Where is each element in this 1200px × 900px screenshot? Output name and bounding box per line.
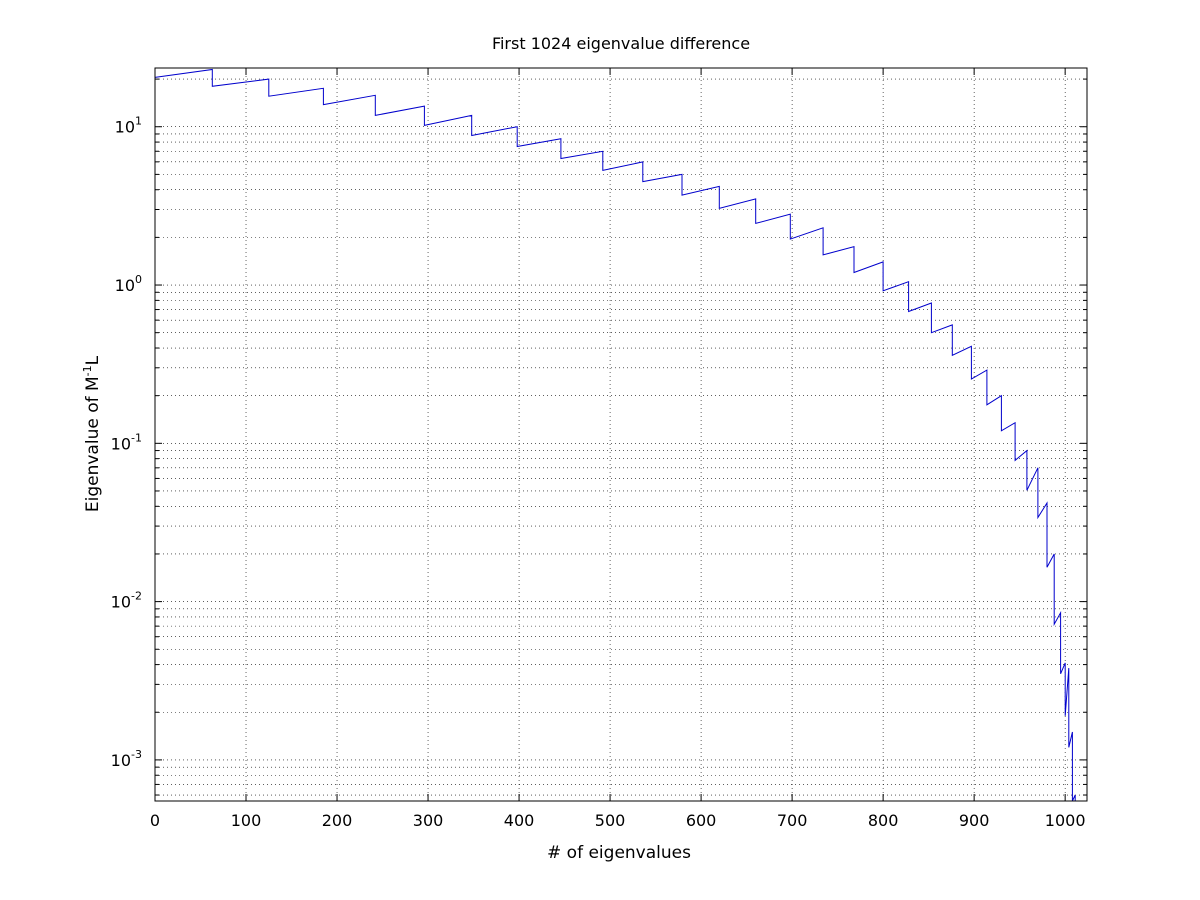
x-tick-label: 200 [322, 811, 353, 830]
x-tick-label: 1000 [1045, 811, 1086, 830]
y-tick-label-base: 10 [115, 276, 135, 295]
y-tick-label-exp: 1 [135, 115, 142, 128]
y-tick-label-base: 10 [111, 434, 131, 453]
y-tick-label-exp: -2 [131, 590, 142, 603]
x-tick-labels: 0 100 200 300 400 500 600 700 800 900 1000 [150, 811, 1086, 830]
y-axis-label-base: Eigenvalue of M [83, 376, 103, 512]
x-tick-label: 600 [686, 811, 717, 830]
eigenvalue-series-line [154, 68, 1080, 802]
y-tick-label: 10-1 [111, 431, 142, 453]
x-tick-label: 100 [231, 811, 262, 830]
x-tick-label: 400 [504, 811, 535, 830]
y-tick-label-exp: -1 [131, 431, 142, 444]
series-layer [154, 68, 1080, 802]
x-tick-label: 300 [413, 811, 444, 830]
y-axis-label-sup: -1 [81, 365, 94, 376]
x-axis-label: # of eigenvalues [547, 843, 691, 863]
y-tick-label: 100 [115, 273, 142, 295]
x-tick-label: 500 [595, 811, 626, 830]
y-axis-label-tail: L [83, 355, 103, 365]
y-tick-label-base: 10 [111, 751, 131, 770]
plot-area [155, 68, 1087, 801]
y-tick-label-exp: 0 [135, 273, 142, 286]
x-tick-label: 700 [777, 811, 808, 830]
y-tick-label: 101 [115, 115, 142, 137]
y-axis-label: Eigenvalue of M-1L [81, 355, 103, 512]
y-tick-label-exp: -3 [131, 748, 142, 761]
y-tick-label: 10-3 [111, 748, 142, 770]
axes-box [154, 67, 1088, 802]
x-tick-label: 900 [959, 811, 990, 830]
y-tick-label: 10-2 [111, 590, 142, 612]
chart-title: First 1024 eigenvalue difference [492, 34, 750, 53]
y-tick-label-base: 10 [111, 593, 131, 612]
ticks [154, 68, 1087, 801]
x-tick-label: 800 [868, 811, 899, 830]
x-tick-label: 0 [150, 811, 160, 830]
y-tick-label-base: 10 [115, 118, 135, 137]
